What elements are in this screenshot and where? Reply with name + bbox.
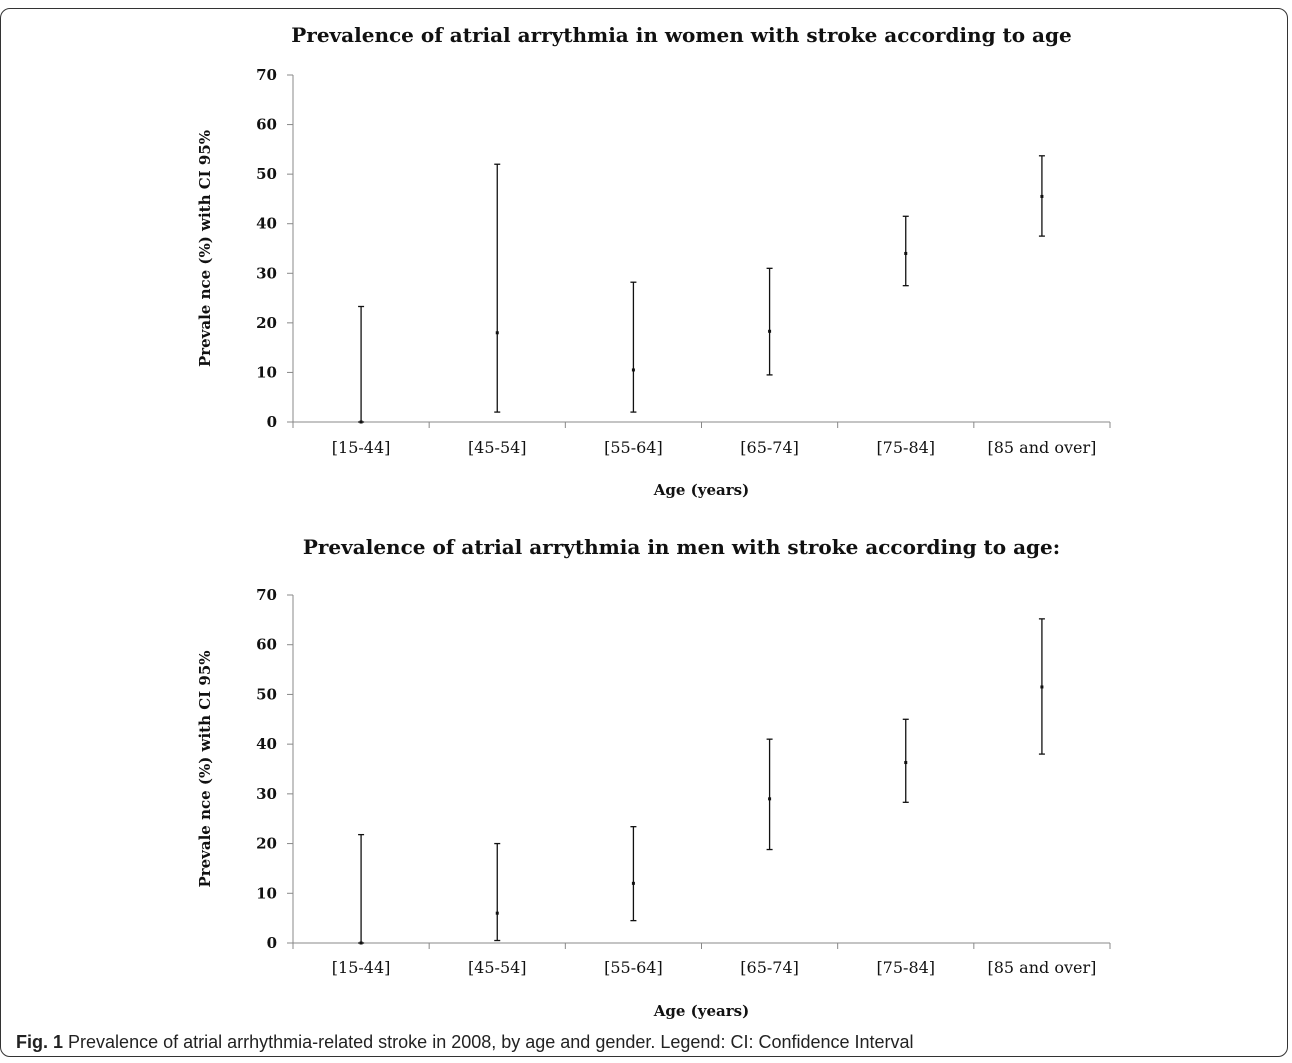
women-point-estimate [359,420,363,424]
men-y-tick-label: 40 [256,735,277,753]
women-category-label: [15-44] [332,438,391,457]
men-point-estimate [1040,685,1044,689]
figure-frame [0,8,1288,1057]
women-prevalence-chart: Prevalence of atrial arrythmia in women … [196,23,1111,499]
women-y-tick-label: 40 [256,215,277,233]
men-y-tick-label: 20 [256,835,277,853]
men-y-tick-label: 30 [256,785,277,803]
figure-caption-label: Fig. 1 [16,1032,64,1052]
men-chart-title: Prevalence of atrial arrythmia in men wi… [303,535,1060,559]
women-y-tick-label: 60 [256,116,277,134]
women-category-label: [55-64] [604,438,663,457]
women-point-estimate [768,329,772,333]
women-y-tick-label: 0 [267,413,277,431]
men-y-tick-label: 60 [256,636,277,654]
women-category-label: [75-84] [876,438,935,457]
women-category-label: [65-74] [740,438,799,457]
men-y-axis-title: Prevale nce (%) with CI 95% [196,650,214,887]
women-y-axis-title: Prevale nce (%) with CI 95% [196,130,214,367]
women-y-tick-label: 20 [256,314,277,332]
men-category-label: [55-64] [604,958,663,977]
men-point-estimate [359,941,363,945]
women-y-tick-label: 30 [256,264,277,282]
women-category-label: [85 and over] [987,438,1096,457]
men-y-tick-label: 50 [256,685,277,703]
men-x-axis-title: Age (years) [653,1002,749,1020]
women-y-tick-label: 70 [256,66,277,84]
women-y-tick-label: 10 [256,363,277,381]
men-category-label: [45-54] [468,958,527,977]
women-point-estimate [904,251,908,255]
women-point-estimate [631,368,635,372]
women-point-estimate [495,331,499,335]
figure-caption-text: Prevalence of atrial arrhythmia-related … [68,1032,914,1052]
men-point-estimate [904,761,908,765]
men-category-label: [65-74] [740,958,799,977]
women-category-label: [45-54] [468,438,527,457]
figure-caption: Fig. 1 Prevalence of atrial arrhythmia-r… [16,1032,914,1053]
men-y-tick-label: 10 [256,884,277,902]
men-point-estimate [495,911,499,915]
men-category-label: [85 and over] [987,958,1096,977]
women-x-axis-title: Age (years) [653,481,749,499]
women-chart-title: Prevalence of atrial arrythmia in women … [291,23,1071,47]
men-category-label: [75-84] [876,958,935,977]
men-y-tick-label: 70 [256,586,277,604]
men-point-estimate [768,797,772,801]
women-y-tick-label: 50 [256,165,277,183]
men-point-estimate [631,881,635,885]
men-category-label: [15-44] [332,958,391,977]
women-point-estimate [1040,194,1044,198]
men-prevalence-chart: Prevalence of atrial arrythmia in men wi… [196,535,1111,1020]
men-y-tick-label: 0 [267,934,277,952]
